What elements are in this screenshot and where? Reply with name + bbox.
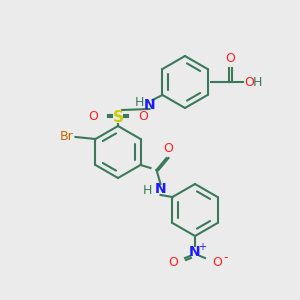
- Text: H: H: [143, 184, 152, 196]
- Text: O: O: [138, 110, 148, 122]
- Text: H: H: [135, 95, 145, 109]
- Text: N: N: [155, 182, 166, 196]
- Text: O: O: [244, 76, 254, 88]
- Text: H: H: [253, 76, 262, 88]
- Text: O: O: [212, 256, 222, 268]
- Text: O: O: [225, 52, 235, 65]
- Text: Br: Br: [60, 130, 74, 143]
- Text: -: -: [224, 251, 228, 265]
- Text: O: O: [88, 110, 98, 122]
- Text: +: +: [198, 242, 206, 252]
- Text: O: O: [168, 256, 178, 268]
- Text: S: S: [112, 110, 124, 124]
- Text: N: N: [144, 98, 155, 112]
- Text: N: N: [189, 245, 201, 259]
- Text: O: O: [164, 142, 173, 155]
